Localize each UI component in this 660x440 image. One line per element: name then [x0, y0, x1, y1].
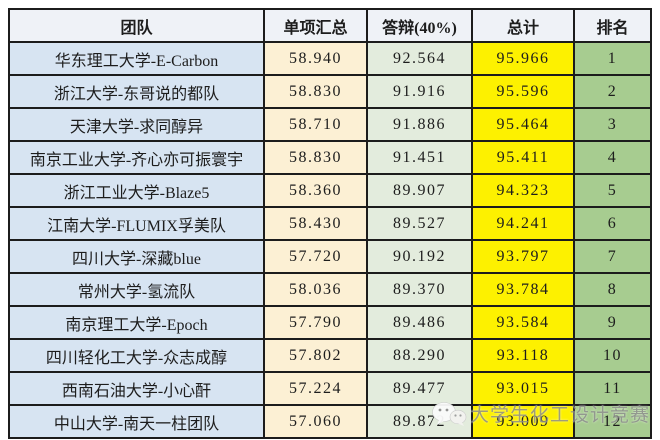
- total-score-cell: 95.411: [473, 142, 575, 175]
- table-row: 天津大学-求同醇异 58.710 91.886 95.464 3: [10, 109, 652, 142]
- rank-cell: 1: [575, 43, 652, 76]
- team-cell: 天津大学-求同醇异: [10, 109, 265, 142]
- table-row: 中山大学-南天一柱团队 57.060 89.872 93.009 12: [10, 406, 652, 439]
- table-body: 华东理工大学-E-Carbon 58.940 92.564 95.966 1 浙…: [10, 43, 652, 439]
- table-row: 江南大学-FLUMIX孚美队 58.430 89.527 94.241 6: [10, 208, 652, 241]
- total-score-cell: 94.323: [473, 175, 575, 208]
- rank-cell: 5: [575, 175, 652, 208]
- team-cell: 华东理工大学-E-Carbon: [10, 43, 265, 76]
- summary-score-cell: 58.710: [265, 109, 368, 142]
- summary-score-cell: 58.036: [265, 274, 368, 307]
- rank-cell: 9: [575, 307, 652, 340]
- table-row: 四川大学-深藏blue 57.720 90.192 93.797 7: [10, 241, 652, 274]
- column-header-rank: 排名: [575, 10, 652, 43]
- defense-score-cell: 89.477: [368, 373, 473, 406]
- rank-cell: 4: [575, 142, 652, 175]
- summary-score-cell: 57.802: [265, 340, 368, 373]
- total-score-cell: 95.596: [473, 76, 575, 109]
- team-cell: 常州大学-氢流队: [10, 274, 265, 307]
- team-cell: 四川大学-深藏blue: [10, 241, 265, 274]
- results-table: 团队 单项汇总 答辩(40%) 总计 排名 华东理工大学-E-Carbon 58…: [8, 8, 652, 439]
- defense-score-cell: 88.290: [368, 340, 473, 373]
- rank-cell: 3: [575, 109, 652, 142]
- defense-score-cell: 89.486: [368, 307, 473, 340]
- team-cell: 西南石油大学-小心酐: [10, 373, 265, 406]
- table-row: 浙江大学-东哥说的都队 58.830 91.916 95.596 2: [10, 76, 652, 109]
- team-cell: 南京理工大学-Epoch: [10, 307, 265, 340]
- column-header-summary: 单项汇总: [265, 10, 368, 43]
- defense-score-cell: 91.451: [368, 142, 473, 175]
- table-row: 华东理工大学-E-Carbon 58.940 92.564 95.966 1: [10, 43, 652, 76]
- table-row: 浙江工业大学-Blaze5 58.360 89.907 94.323 5: [10, 175, 652, 208]
- summary-score-cell: 57.720: [265, 241, 368, 274]
- summary-score-cell: 58.360: [265, 175, 368, 208]
- defense-score-cell: 89.872: [368, 406, 473, 439]
- summary-score-cell: 57.224: [265, 373, 368, 406]
- column-header-team: 团队: [10, 10, 265, 43]
- table-row: 西南石油大学-小心酐 57.224 89.477 93.015 11: [10, 373, 652, 406]
- summary-score-cell: 58.430: [265, 208, 368, 241]
- total-score-cell: 93.797: [473, 241, 575, 274]
- team-cell: 浙江大学-东哥说的都队: [10, 76, 265, 109]
- summary-score-cell: 58.830: [265, 142, 368, 175]
- rank-cell: 8: [575, 274, 652, 307]
- summary-score-cell: 58.830: [265, 76, 368, 109]
- column-header-defense: 答辩(40%): [368, 10, 473, 43]
- summary-score-cell: 58.940: [265, 43, 368, 76]
- defense-score-cell: 91.886: [368, 109, 473, 142]
- total-score-cell: 93.015: [473, 373, 575, 406]
- total-score-cell: 93.784: [473, 274, 575, 307]
- table-row: 南京工业大学-齐心亦可振寰宇 58.830 91.451 95.411 4: [10, 142, 652, 175]
- total-score-cell: 95.464: [473, 109, 575, 142]
- total-score-cell: 93.118: [473, 340, 575, 373]
- total-score-cell: 93.584: [473, 307, 575, 340]
- table-row: 南京理工大学-Epoch 57.790 89.486 93.584 9: [10, 307, 652, 340]
- team-cell: 四川轻化工大学-众志成醇: [10, 340, 265, 373]
- table-header-row: 团队 单项汇总 答辩(40%) 总计 排名: [10, 10, 652, 43]
- total-score-cell: 94.241: [473, 208, 575, 241]
- rank-cell: 2: [575, 76, 652, 109]
- column-header-total: 总计: [473, 10, 575, 43]
- rank-cell: 6: [575, 208, 652, 241]
- defense-score-cell: 91.916: [368, 76, 473, 109]
- team-cell: 江南大学-FLUMIX孚美队: [10, 208, 265, 241]
- table-row: 常州大学-氢流队 58.036 89.370 93.784 8: [10, 274, 652, 307]
- rank-cell: 11: [575, 373, 652, 406]
- rank-cell: 7: [575, 241, 652, 274]
- team-cell: 中山大学-南天一柱团队: [10, 406, 265, 439]
- defense-score-cell: 92.564: [368, 43, 473, 76]
- team-cell: 浙江工业大学-Blaze5: [10, 175, 265, 208]
- total-score-cell: 93.009: [473, 406, 575, 439]
- table-row: 四川轻化工大学-众志成醇 57.802 88.290 93.118 10: [10, 340, 652, 373]
- rank-cell: 10: [575, 340, 652, 373]
- summary-score-cell: 57.790: [265, 307, 368, 340]
- rank-cell: 12: [575, 406, 652, 439]
- defense-score-cell: 89.370: [368, 274, 473, 307]
- total-score-cell: 95.966: [473, 43, 575, 76]
- summary-score-cell: 57.060: [265, 406, 368, 439]
- defense-score-cell: 90.192: [368, 241, 473, 274]
- defense-score-cell: 89.527: [368, 208, 473, 241]
- team-cell: 南京工业大学-齐心亦可振寰宇: [10, 142, 265, 175]
- defense-score-cell: 89.907: [368, 175, 473, 208]
